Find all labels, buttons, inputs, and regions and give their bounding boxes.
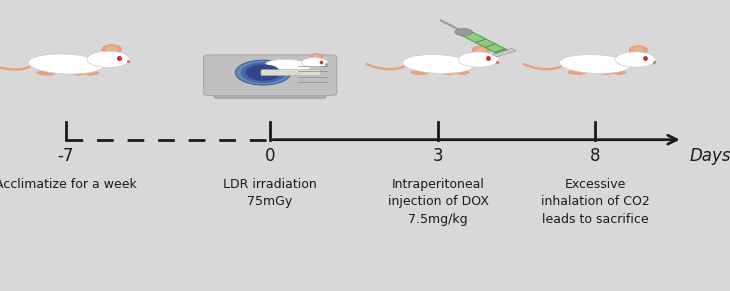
Ellipse shape bbox=[36, 71, 55, 76]
Ellipse shape bbox=[410, 70, 429, 75]
Ellipse shape bbox=[28, 54, 103, 74]
Text: 0: 0 bbox=[265, 147, 275, 165]
Polygon shape bbox=[492, 49, 516, 57]
Ellipse shape bbox=[310, 54, 323, 59]
Ellipse shape bbox=[613, 70, 626, 75]
Text: Intraperitoneal
injection of DOX
7.5mg/kg: Intraperitoneal injection of DOX 7.5mg/k… bbox=[388, 178, 488, 226]
Ellipse shape bbox=[292, 70, 301, 72]
Text: Days: Days bbox=[690, 147, 730, 165]
FancyBboxPatch shape bbox=[204, 55, 337, 95]
Ellipse shape bbox=[567, 70, 585, 75]
Text: -7: -7 bbox=[58, 147, 74, 165]
Ellipse shape bbox=[235, 60, 291, 85]
Ellipse shape bbox=[266, 59, 311, 72]
FancyBboxPatch shape bbox=[214, 91, 326, 98]
Text: 8: 8 bbox=[590, 147, 600, 165]
Ellipse shape bbox=[455, 29, 472, 36]
Ellipse shape bbox=[601, 70, 614, 75]
Ellipse shape bbox=[444, 70, 457, 75]
Ellipse shape bbox=[403, 54, 473, 74]
Ellipse shape bbox=[101, 45, 121, 54]
Ellipse shape bbox=[241, 62, 285, 83]
Ellipse shape bbox=[472, 46, 491, 55]
Ellipse shape bbox=[633, 47, 644, 53]
Ellipse shape bbox=[313, 55, 320, 58]
Text: LDR irradiation
75mGy: LDR irradiation 75mGy bbox=[223, 178, 317, 208]
Text: Excessive
inhalation of CO2
leads to sacrifice: Excessive inhalation of CO2 leads to sac… bbox=[541, 178, 649, 226]
Ellipse shape bbox=[246, 64, 280, 81]
FancyBboxPatch shape bbox=[261, 70, 321, 76]
Ellipse shape bbox=[476, 47, 487, 53]
Ellipse shape bbox=[301, 58, 328, 68]
Ellipse shape bbox=[87, 51, 130, 68]
Ellipse shape bbox=[72, 71, 86, 76]
Text: 3: 3 bbox=[433, 147, 443, 165]
Text: Acclimatize for a week: Acclimatize for a week bbox=[0, 178, 137, 191]
Polygon shape bbox=[458, 30, 507, 53]
Ellipse shape bbox=[615, 52, 656, 67]
Ellipse shape bbox=[85, 71, 99, 76]
Ellipse shape bbox=[106, 46, 118, 52]
Ellipse shape bbox=[456, 70, 469, 75]
Ellipse shape bbox=[560, 54, 630, 74]
Ellipse shape bbox=[300, 70, 309, 72]
Ellipse shape bbox=[458, 52, 499, 67]
Ellipse shape bbox=[629, 46, 648, 55]
Ellipse shape bbox=[270, 70, 283, 72]
